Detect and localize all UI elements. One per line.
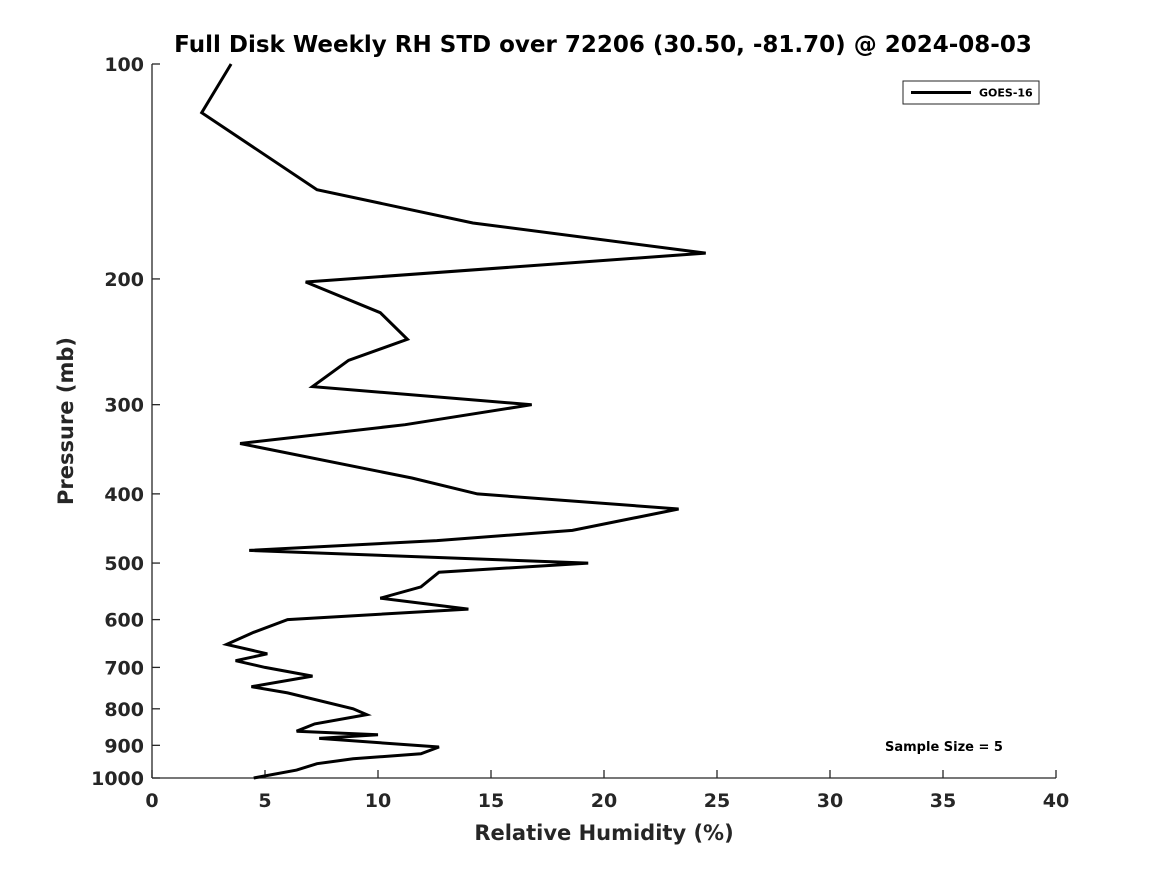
y-axis-label: Pressure (mb) bbox=[54, 337, 78, 505]
chart-title: Full Disk Weekly RH STD over 72206 (30.5… bbox=[174, 32, 1032, 58]
x-tick-label-8: 40 bbox=[1043, 790, 1069, 812]
y-tick-label-7: 800 bbox=[104, 699, 144, 721]
y-tick-label-5: 600 bbox=[104, 610, 144, 632]
y-tick-label-8: 900 bbox=[104, 735, 144, 757]
x-axis-label: Relative Humidity (%) bbox=[474, 821, 733, 845]
sample-size-annotation: Sample Size = 5 bbox=[885, 740, 1003, 755]
x-tick-label-2: 10 bbox=[365, 790, 391, 812]
y-tick-label-4: 500 bbox=[104, 553, 144, 575]
x-tick-label-5: 25 bbox=[704, 790, 730, 812]
x-tick-label-0: 0 bbox=[145, 790, 158, 812]
x-ticks: 0 5 10 15 20 25 30 35 40 bbox=[145, 770, 1069, 812]
x-tick-label-7: 35 bbox=[930, 790, 956, 812]
y-tick-label-9: 1000 bbox=[91, 768, 144, 790]
legend-label-goes-16: GOES-16 bbox=[979, 87, 1033, 100]
y-tick-label-6: 700 bbox=[104, 657, 144, 679]
y-tick-label-1: 200 bbox=[104, 269, 144, 291]
x-tick-label-4: 20 bbox=[591, 790, 617, 812]
y-tick-label-2: 300 bbox=[104, 395, 144, 417]
y-ticks: 100 200 300 400 500 600 700 800 900 1000 bbox=[91, 54, 160, 790]
x-tick-label-6: 30 bbox=[817, 790, 843, 812]
series-layer bbox=[199, 63, 706, 780]
x-tick-label-3: 15 bbox=[478, 790, 504, 812]
y-tick-label-3: 400 bbox=[104, 484, 144, 506]
x-tick-label-1: 5 bbox=[258, 790, 271, 812]
series-line-goes-16 bbox=[199, 63, 706, 780]
legend: GOES-16 bbox=[902, 80, 1040, 105]
y-tick-label-0: 100 bbox=[104, 54, 144, 76]
